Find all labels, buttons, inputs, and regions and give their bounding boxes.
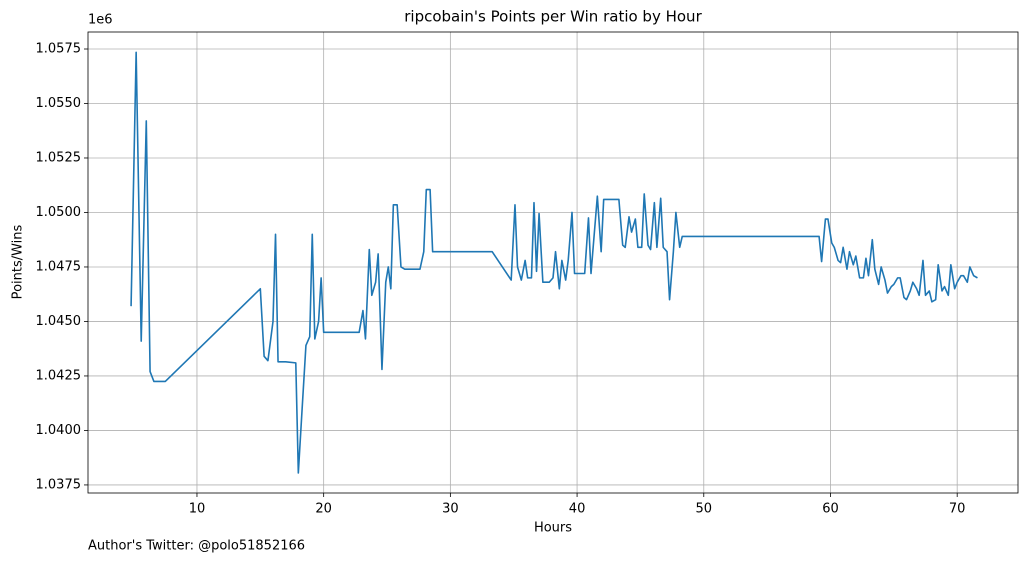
annotation: Author's Twitter: @polo51852166 <box>88 539 305 554</box>
x-tick-label: 20 <box>315 502 332 517</box>
y-tick-label: 1.0575 <box>36 42 82 57</box>
plot-frame <box>87 31 1019 494</box>
y-tick-label: 1.0450 <box>36 314 82 329</box>
x-tick-label: 10 <box>189 502 206 517</box>
y-tick-label: 1.0550 <box>36 96 82 111</box>
y-tick-label: 1.0525 <box>36 150 82 165</box>
x-tick-label: 70 <box>949 502 966 517</box>
y-axis-label: Points/Wins <box>11 224 26 299</box>
data-line <box>130 51 978 474</box>
x-axis-label: Hours <box>534 521 572 536</box>
chart-title: ripcobain's Points per Win ratio by Hour <box>404 8 702 26</box>
x-tick-label: 60 <box>822 502 839 517</box>
y-tick-label: 1.0425 <box>36 368 82 383</box>
y-tick-label: 1.0375 <box>36 477 82 492</box>
y-tick-label: 1.0400 <box>36 423 82 438</box>
y-tick-label: 1.0475 <box>36 259 82 274</box>
x-tick-label: 40 <box>569 502 586 517</box>
x-tick-label: 50 <box>696 502 713 517</box>
y-offset-label: 1e6 <box>88 13 113 28</box>
y-tick-label: 1.0500 <box>36 205 82 220</box>
x-tick-label: 30 <box>442 502 459 517</box>
